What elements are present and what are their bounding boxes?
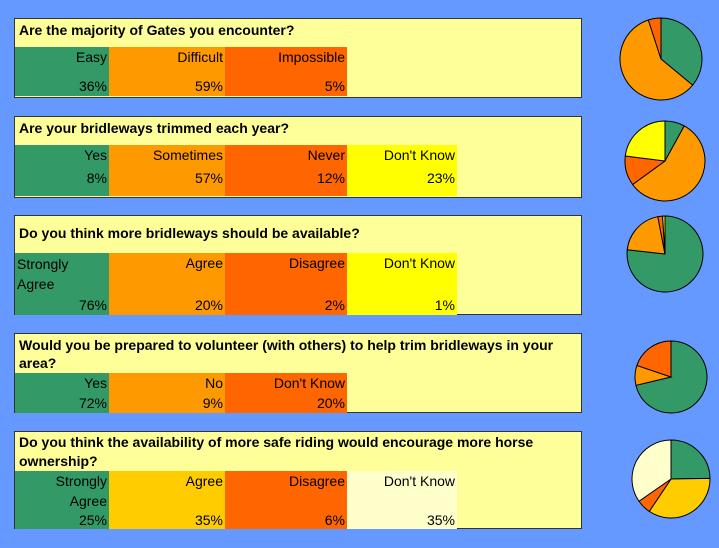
answer-percent: 1% <box>347 295 457 315</box>
answer-bg <box>15 67 109 76</box>
pie-slice-strongly-agree <box>626 215 704 293</box>
answer-label: Impossible <box>225 47 347 67</box>
answer-bg <box>347 165 457 168</box>
answer-label: Disagree <box>225 471 347 511</box>
answer-percent: 20% <box>109 295 225 315</box>
pie-slice-agree <box>626 216 666 255</box>
question-title: Would you be prepared to volunteer (with… <box>19 337 554 371</box>
question-panel-availability: Do you think more bridleways should be a… <box>14 215 582 315</box>
question-panel-gates: Are the majority of Gates you encounter?… <box>14 18 582 98</box>
answer-percent: 8% <box>15 168 109 196</box>
answer-label: Never <box>225 145 347 165</box>
answer-label: Agree <box>109 253 225 295</box>
answer-percent: 35% <box>347 510 457 529</box>
answer-percent: 59% <box>109 76 225 96</box>
answer-label: Agree <box>109 471 225 511</box>
answer-label: Strongly Agree <box>15 253 109 295</box>
pie-chart-ownership <box>631 439 711 519</box>
pie-slice-don-t-know <box>631 439 672 502</box>
answer-label: Don't Know <box>347 145 457 165</box>
question-panel-ownership: Do you think the availability of more sa… <box>14 431 582 529</box>
pie-chart-availability <box>626 215 704 293</box>
answer-percent: 35% <box>109 510 225 529</box>
answer-bg <box>225 165 347 168</box>
pie-slice-don-t-know <box>624 120 666 162</box>
answer-bg <box>225 67 347 76</box>
answer-bg <box>109 67 225 76</box>
question-panel-trimmed: Are your bridleways trimmed each year? Y… <box>14 116 582 198</box>
pie-slice-impossible <box>647 17 662 60</box>
pie-chart-volunteer <box>634 340 708 414</box>
answer-label: No <box>109 373 225 393</box>
question-title: Do you think more bridleways should be a… <box>19 225 360 241</box>
answer-percent: 9% <box>109 393 225 413</box>
answer-bg <box>109 165 225 168</box>
pie-slice-agree <box>648 477 711 519</box>
answer-percent: 6% <box>225 510 347 529</box>
pie-chart-trimmed <box>624 120 706 202</box>
question-panel-volunteer: Would you be prepared to volunteer (with… <box>14 333 582 413</box>
answer-percent: 12% <box>225 168 347 196</box>
pie-slice-don-t-know <box>636 340 672 378</box>
answer-percent: 36% <box>15 76 109 96</box>
answer-label: Disagree <box>225 253 347 295</box>
question-title: Do you think the availability of more sa… <box>19 434 534 469</box>
answer-label: Strongly Agree <box>15 471 109 511</box>
pie-slice-strongly-agree <box>670 439 711 480</box>
pie-slice-sometimes <box>631 125 706 202</box>
question-title: Are your bridleways trimmed each year? <box>19 120 289 136</box>
answer-percent: 2% <box>225 295 347 315</box>
answer-percent: 5% <box>225 76 347 96</box>
pie-slice-easy <box>660 17 703 86</box>
answer-label: Don't Know <box>225 373 347 393</box>
pie-slice-don-t-know <box>662 215 666 255</box>
answer-percent: 72% <box>15 393 109 413</box>
answer-label: Easy <box>15 47 109 67</box>
answer-percent: 57% <box>109 168 225 196</box>
answer-percent: 76% <box>15 295 109 315</box>
answer-label: Yes <box>15 373 109 393</box>
pie-chart-gates <box>619 17 703 101</box>
answer-label: Difficult <box>109 47 225 67</box>
answer-label: Don't Know <box>347 253 457 295</box>
answer-label: Yes <box>15 145 109 165</box>
question-title: Are the majority of Gates you encounter? <box>19 22 295 38</box>
answer-percent: 23% <box>347 168 457 196</box>
answer-label: Don't Know <box>347 471 457 511</box>
answer-label: Sometimes <box>109 145 225 165</box>
answer-percent: 20% <box>225 393 347 413</box>
answer-percent: 25% <box>15 510 109 529</box>
answer-bg <box>15 165 109 168</box>
pie-slice-difficult <box>619 19 694 101</box>
